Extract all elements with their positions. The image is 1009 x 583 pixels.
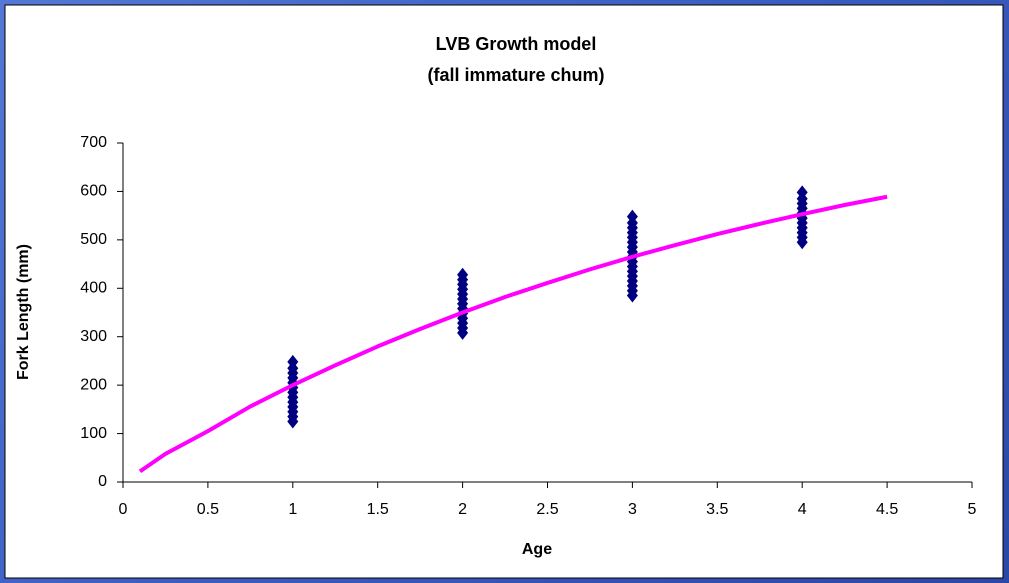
y-tick-label: 0 [98,473,107,490]
x-tick-label: 5 [968,501,977,518]
y-tick-label: 300 [80,328,107,345]
y-tick-label: 400 [80,280,107,297]
x-tick-label: 2.5 [536,501,558,518]
y-tick-label: 500 [80,231,107,248]
scatter-point [287,354,299,369]
x-tick-label: 0 [119,501,128,518]
y-tick-label: 600 [80,183,107,200]
y-tick-label: 700 [80,134,107,151]
x-tick-label: 3.5 [706,501,728,518]
chart-subtitle: (fall immature chum) [427,65,604,85]
x-axis-label: Age [522,541,552,558]
y-tick-label: 100 [80,425,107,442]
x-tick-label: 2 [458,501,467,518]
chart-title: LVB Growth model [436,34,597,54]
x-tick-label: 1.5 [367,501,389,518]
scatter-point [626,209,638,224]
line-series [138,194,888,473]
x-tick-label: 4 [798,501,807,518]
x-tick-label: 0.5 [197,501,219,518]
scatter-point [796,185,808,200]
x-tick-label: 3 [628,501,637,518]
y-axis-label: Fork Length (mm) [15,244,32,380]
x-tick-label: 4.5 [876,501,898,518]
chart-panel [4,4,1004,579]
scatter-point [457,267,469,282]
y-tick-label: 200 [80,376,107,393]
x-tick-label: 1 [288,501,297,518]
